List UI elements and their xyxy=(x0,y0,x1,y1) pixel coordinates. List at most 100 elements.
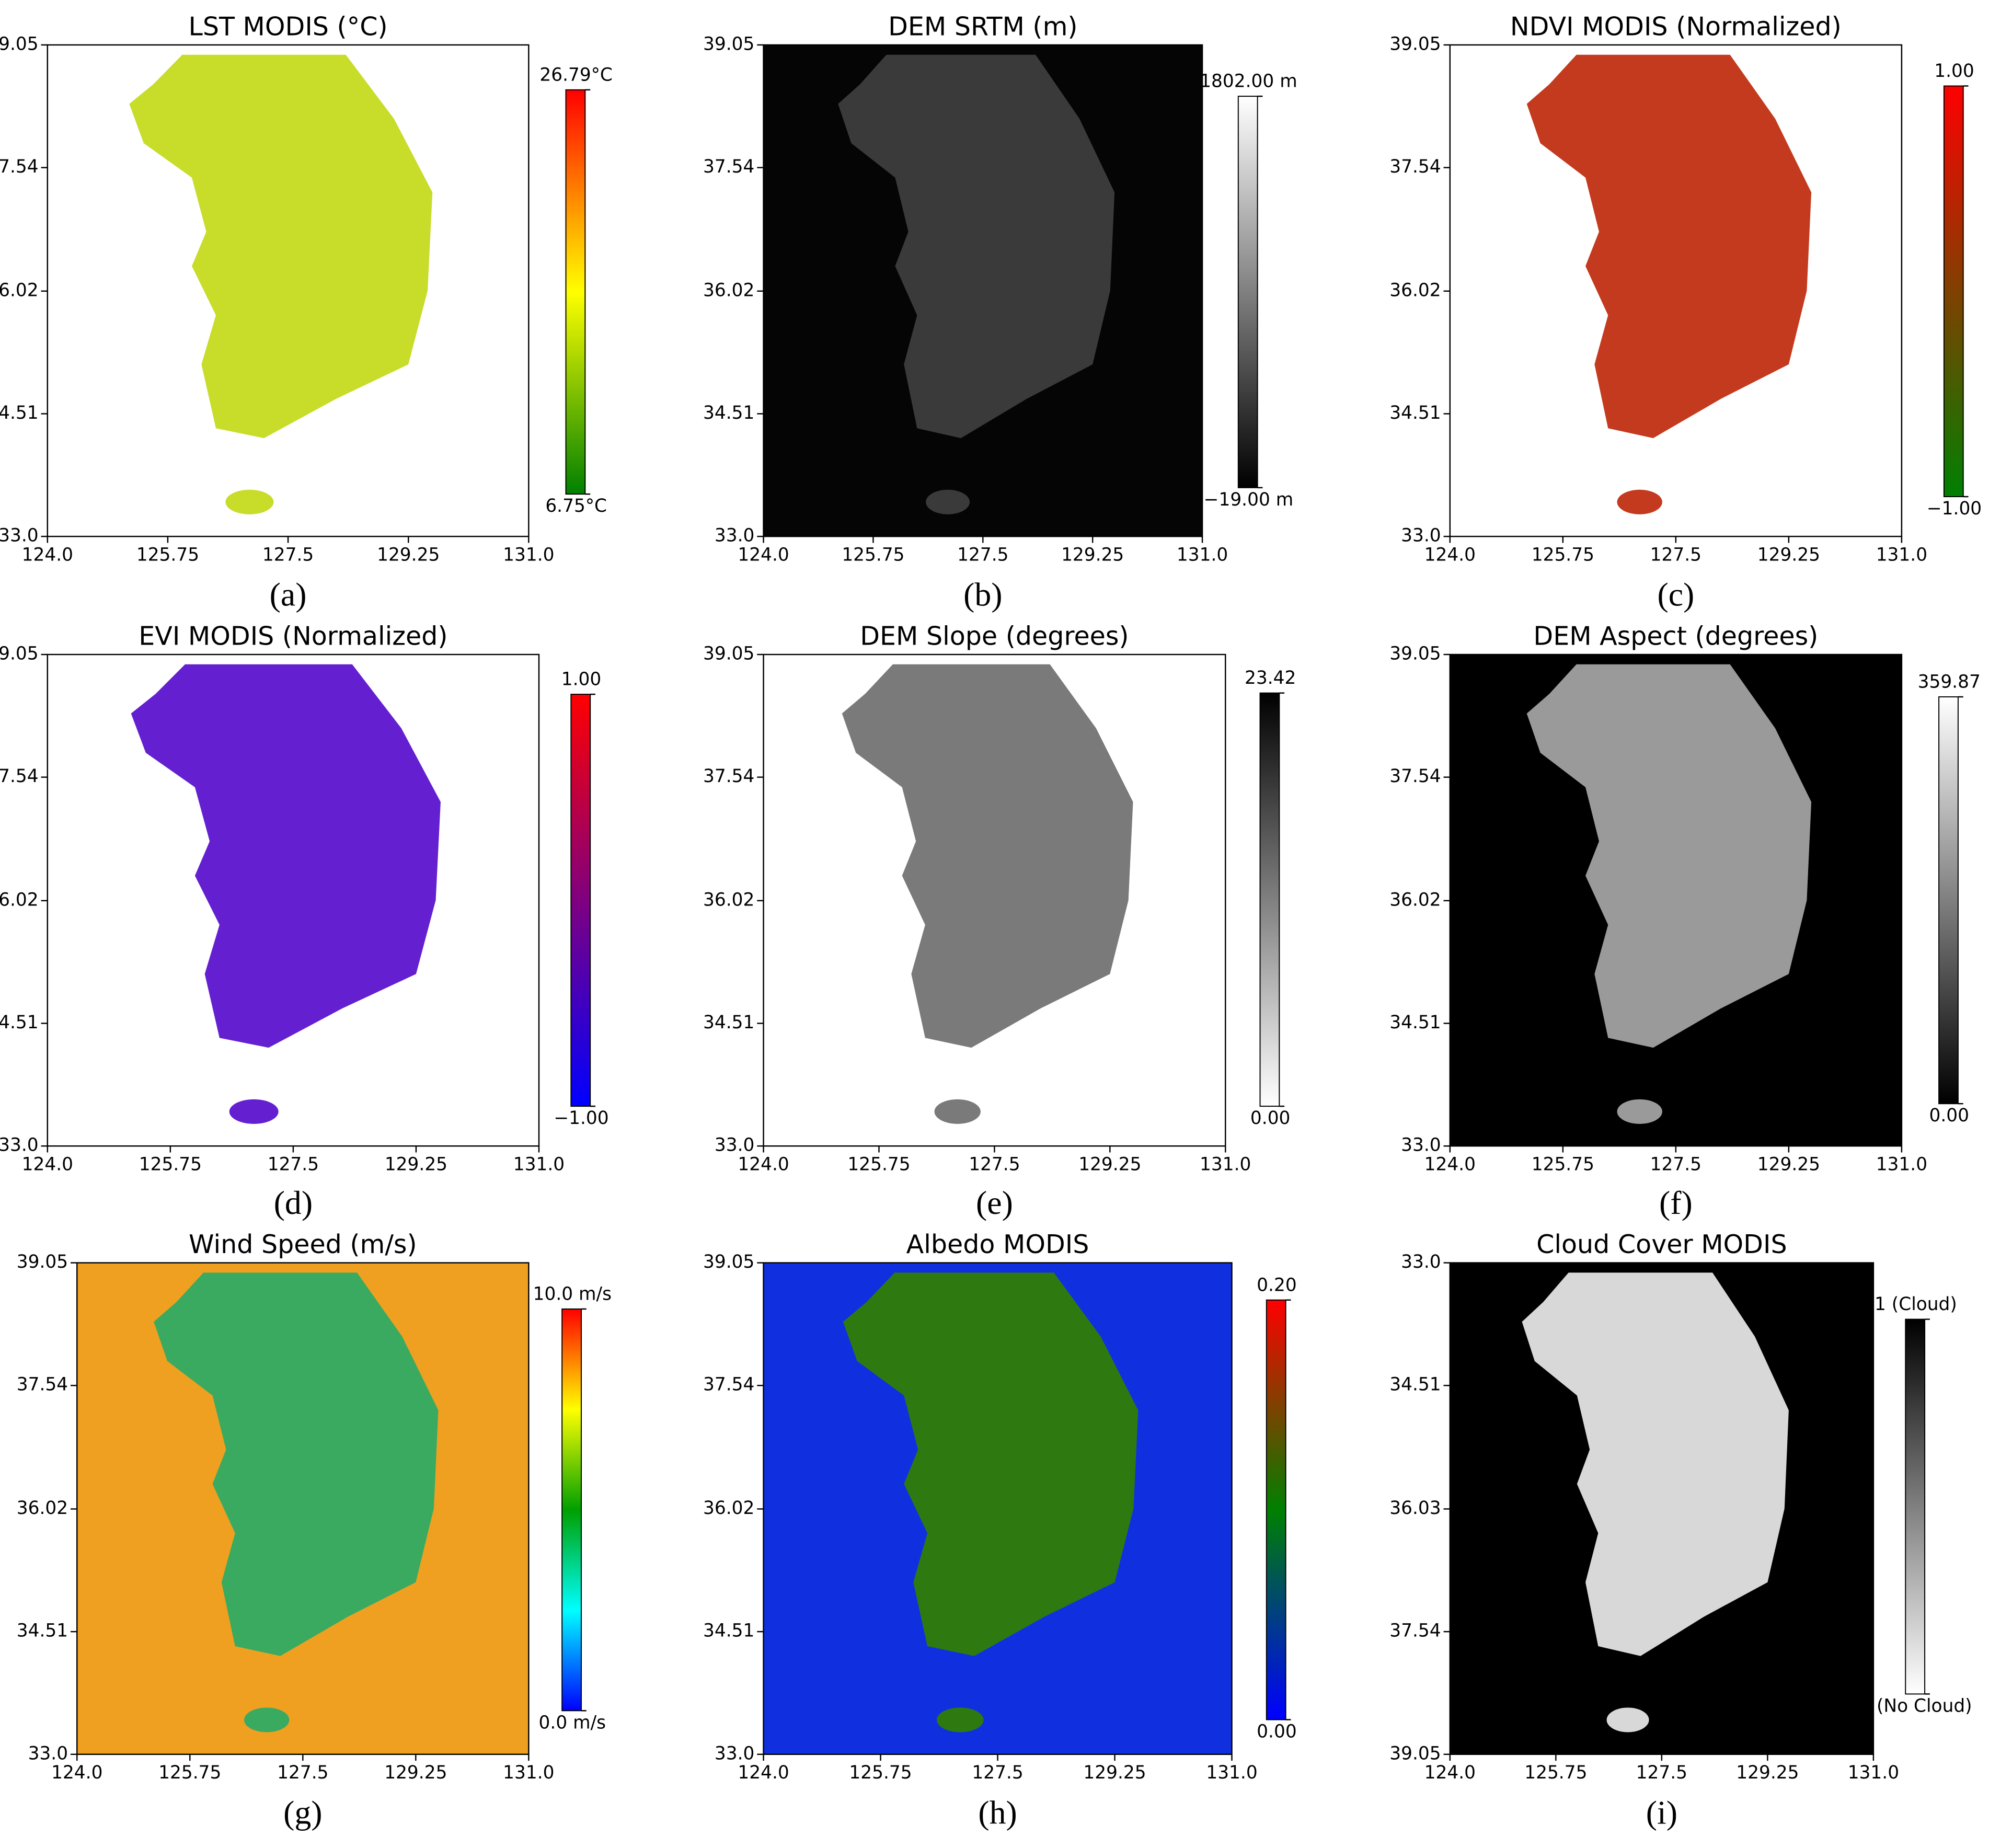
colorbar xyxy=(1259,692,1280,1107)
y-tick-label: 33.0 xyxy=(1401,1252,1441,1272)
y-tick-label: 33.0 xyxy=(1401,1135,1441,1156)
colorbar-label: 1.00 xyxy=(561,669,602,690)
panel-title: Wind Speed (m/s) xyxy=(189,1229,417,1259)
colorbar-label: 0.20 xyxy=(1257,1275,1297,1295)
colorbar xyxy=(561,1308,582,1712)
colorbar-label: −19.00 m xyxy=(1204,489,1294,510)
y-tick-label: 36.02 xyxy=(703,889,754,910)
x-tick-label: 129.25 xyxy=(1736,1762,1799,1783)
x-tick-label: 127.5 xyxy=(1636,1762,1687,1783)
x-tick-label: 124.0 xyxy=(1424,1154,1476,1175)
panel-caption: (e) xyxy=(976,1184,1013,1221)
x-tick-label: 124.0 xyxy=(1424,1762,1476,1783)
island xyxy=(1606,1707,1649,1732)
panel-title: DEM Slope (degrees) xyxy=(860,621,1129,651)
y-tick-label: 37.54 xyxy=(1389,766,1441,787)
x-tick-label: 125.75 xyxy=(139,1154,202,1175)
y-tick-label: 33.0 xyxy=(715,1743,755,1764)
colorbar-label: 0.00 xyxy=(1257,1721,1297,1742)
y-tick-label: 37.54 xyxy=(703,766,754,787)
x-tick-label: 124.0 xyxy=(51,1762,102,1783)
x-tick-label: 125.75 xyxy=(842,544,904,565)
x-tick-label: 127.5 xyxy=(277,1762,328,1783)
y-tick-label: 37.54 xyxy=(0,766,39,787)
x-tick-label: 127.5 xyxy=(969,1154,1020,1175)
colorbar-label: −1.00 xyxy=(1927,498,1982,519)
colorbar-label: −1.00 xyxy=(554,1108,608,1129)
island xyxy=(225,489,274,514)
colorbar xyxy=(570,694,591,1107)
y-tick-label: 34.51 xyxy=(703,1621,754,1642)
colorbar-label: 1 (Cloud) xyxy=(1875,1294,1957,1315)
y-tick-label: 37.54 xyxy=(0,156,39,177)
panel-title: Albedo MODIS xyxy=(906,1229,1089,1259)
x-tick-label: 125.75 xyxy=(849,1762,912,1783)
colorbar xyxy=(1905,1318,1926,1695)
colorbar-label: 23.42 xyxy=(1245,668,1296,688)
colorbar-label: 6.75°C xyxy=(545,496,607,516)
x-tick-label: 131.0 xyxy=(1876,1154,1927,1175)
x-tick-label: 129.25 xyxy=(377,544,440,565)
panel-title: LST MODIS (°C) xyxy=(189,12,388,42)
colorbar-label: 0.0 m/s xyxy=(539,1712,606,1733)
colorbar-label: 0.00 xyxy=(1250,1108,1291,1129)
landmass xyxy=(129,54,433,439)
landmass xyxy=(1526,54,1812,439)
x-tick-label: 131.0 xyxy=(513,1154,565,1175)
x-tick-label: 125.75 xyxy=(1532,1154,1594,1175)
y-tick-label: 33.0 xyxy=(0,1135,39,1156)
x-tick-label: 131.0 xyxy=(1876,544,1927,565)
y-tick-label: 36.02 xyxy=(1389,280,1441,301)
panel-caption: (h) xyxy=(978,1794,1017,1831)
colorbar xyxy=(565,89,586,495)
island xyxy=(934,1099,981,1124)
panel-title: DEM SRTM (m) xyxy=(888,12,1077,42)
x-tick-label: 127.5 xyxy=(262,544,314,565)
x-tick-label: 124.0 xyxy=(738,544,789,565)
panel-title: Cloud Cover MODIS xyxy=(1536,1229,1787,1259)
x-tick-label: 124.0 xyxy=(738,1762,789,1783)
x-tick-label: 129.25 xyxy=(1078,1154,1141,1175)
colorbar-label: 1802.00 m xyxy=(1200,71,1297,92)
panel-caption: (c) xyxy=(1657,576,1694,613)
colorbar xyxy=(1943,85,1964,498)
x-tick-label: 131.0 xyxy=(1200,1154,1251,1175)
colorbar-label: 10.0 m/s xyxy=(533,1283,612,1304)
island xyxy=(1617,489,1662,514)
x-tick-label: 127.5 xyxy=(972,1762,1023,1783)
colorbar-label: 0.00 xyxy=(1929,1105,1969,1126)
y-tick-label: 36.02 xyxy=(17,1498,68,1519)
y-tick-label: 37.54 xyxy=(1389,156,1441,177)
y-tick-label: 34.51 xyxy=(0,403,39,423)
y-tick-label: 34.51 xyxy=(17,1621,68,1642)
y-tick-label: 33.0 xyxy=(715,525,755,546)
panel-caption: (b) xyxy=(963,576,1002,613)
panel-caption: (d) xyxy=(274,1184,313,1221)
y-tick-label: 39.05 xyxy=(703,1252,754,1272)
landmass xyxy=(154,1272,439,1656)
y-tick-label: 33.0 xyxy=(0,525,39,546)
y-tick-label: 34.51 xyxy=(1389,1012,1441,1033)
colorbar-label: 26.79°C xyxy=(539,64,613,85)
x-tick-label: 129.25 xyxy=(384,1762,447,1783)
x-tick-label: 125.75 xyxy=(158,1762,221,1783)
colorbar-label: 1.00 xyxy=(1934,61,1974,82)
x-tick-label: 131.0 xyxy=(1848,1762,1899,1783)
island xyxy=(229,1099,279,1124)
y-tick-label: 39.05 xyxy=(0,33,39,54)
y-tick-label: 36.02 xyxy=(0,280,39,301)
landmass xyxy=(131,664,441,1048)
x-tick-label: 127.5 xyxy=(268,1154,319,1175)
x-tick-label: 125.75 xyxy=(1532,544,1594,565)
x-tick-label: 124.0 xyxy=(22,544,73,565)
x-tick-label: 124.0 xyxy=(738,1154,789,1175)
x-tick-label: 125.75 xyxy=(847,1154,910,1175)
y-tick-label: 37.54 xyxy=(703,1374,754,1395)
colorbar xyxy=(1938,696,1959,1105)
y-tick-label: 33.0 xyxy=(1401,525,1441,546)
landmass xyxy=(838,54,1115,439)
x-tick-label: 129.25 xyxy=(1757,544,1820,565)
x-tick-label: 125.75 xyxy=(136,544,199,565)
